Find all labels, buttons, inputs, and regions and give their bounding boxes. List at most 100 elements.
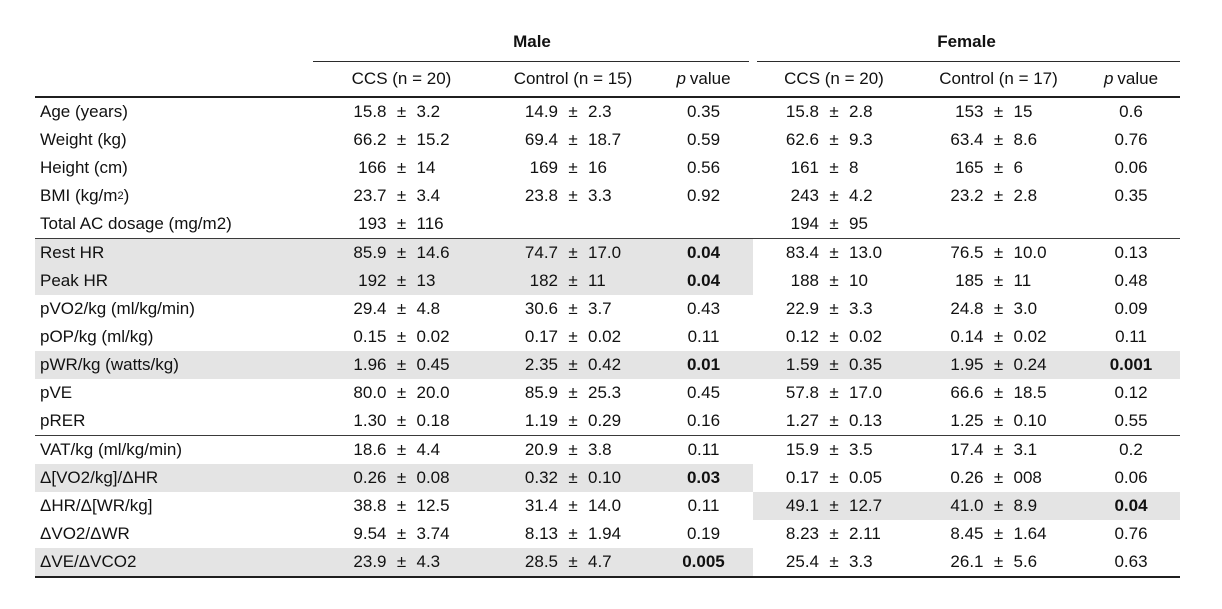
female-pvalue-header: p value xyxy=(1082,69,1180,89)
male-pvalue-header: p value xyxy=(654,69,753,89)
male-control-value: 0.32 ±0.10 xyxy=(524,468,622,487)
male-ccs-value: 23.9 ±4.3 xyxy=(353,552,441,571)
male-control-value: 31.4 ±14.0 xyxy=(524,496,622,515)
plus-minus-symbol: ± xyxy=(568,243,578,262)
plus-minus-symbol: ± xyxy=(993,440,1004,459)
female-p-value: 0.06 xyxy=(1114,158,1148,177)
plus-minus-symbol: ± xyxy=(568,102,578,121)
plus-minus-symbol: ± xyxy=(396,243,407,262)
table-row: Total AC dosage (mg/m2) 193 ±116 194 ±95 xyxy=(35,210,1180,239)
female-p-value: 0.12 xyxy=(1114,383,1148,402)
plus-minus-symbol: ± xyxy=(993,102,1004,121)
male-control-value: 14.9 ±2.3 xyxy=(524,102,612,121)
male-p-value: 0.45 xyxy=(686,383,721,402)
male-ccs-value: 192 ±13 xyxy=(358,271,436,290)
row-label: ΔVO2/ΔWR xyxy=(40,524,130,543)
male-control-value: 28.5 ±4.7 xyxy=(524,552,612,571)
row-label: Total AC dosage (mg/m2) xyxy=(40,214,232,233)
table-body: Age (years) 15.8 ±3.2 14.9 ±2.3 0.35 15.8 ±… xyxy=(35,98,1180,578)
table-row: Rest HR 85.9 ±14.6 74.7 ±17.0 0.04 83.4 ±13… xyxy=(35,239,1180,267)
female-p-value: 0.06 xyxy=(1114,468,1148,487)
plus-minus-symbol: ± xyxy=(396,552,407,571)
plus-minus-symbol: ± xyxy=(396,327,407,346)
female-control-value: 17.4 ±3.1 xyxy=(950,440,1038,459)
female-ccs-value: 0.12 ±0.02 xyxy=(785,327,883,346)
male-control-value: 2.35 ±0.42 xyxy=(524,355,622,374)
male-p-value: 0.04 xyxy=(686,271,721,290)
row-label: ΔVE/ΔVCO2 xyxy=(40,552,137,571)
male-ccs-value: 0.15 ±0.02 xyxy=(353,327,450,346)
row-label: BMI (kg/m 2) xyxy=(40,186,130,205)
male-p-value: 0.11 xyxy=(687,440,720,459)
male-ccs-value: 1.30 ±0.18 xyxy=(353,411,450,430)
female-control-value: 76.5 ±10.0 xyxy=(950,243,1047,262)
plus-minus-symbol: ± xyxy=(993,271,1004,290)
plus-minus-symbol: ± xyxy=(396,440,407,459)
plus-minus-symbol: ± xyxy=(993,355,1004,374)
female-p-value: 0.6 xyxy=(1119,102,1143,121)
table-row: Height (cm) 166 ±14 169 ±16 0.56 161 ±8 165… xyxy=(35,154,1180,182)
female-control-value: 23.2 ±2.8 xyxy=(950,186,1038,205)
female-control-value: 185 ±11 xyxy=(955,271,1032,290)
female-ccs-value: 188 ±10 xyxy=(790,271,868,290)
male-p-value: 0.11 xyxy=(687,496,720,515)
female-ccs-value: 243 ±4.2 xyxy=(790,186,873,205)
female-control-header: Control (n = 17) xyxy=(939,69,1058,88)
female-ccs-value: 194 ±95 xyxy=(790,214,868,233)
plus-minus-symbol: ± xyxy=(993,468,1004,487)
female-ccs-header: CCS (n = 20) xyxy=(784,69,884,88)
table-row: Weight (kg) 66.2 ±15.2 69.4 ±18.7 0.59 62.… xyxy=(35,126,1180,154)
female-ccs-value: 83.4 ±13.0 xyxy=(785,243,883,262)
plus-minus-symbol: ± xyxy=(993,552,1004,571)
plus-minus-symbol: ± xyxy=(568,468,578,487)
female-p-value: 0.11 xyxy=(1115,327,1147,346)
male-p-value: 0.59 xyxy=(686,130,721,149)
table-row: pOP/kg (ml/kg) 0.15 ±0.02 0.17 ±0.02 0.11 … xyxy=(35,323,1180,351)
plus-minus-symbol: ± xyxy=(829,327,839,346)
female-control-value: 0.14 ±0.02 xyxy=(950,327,1047,346)
plus-minus-symbol: ± xyxy=(829,383,839,402)
table-row: pRER 1.30 ±0.18 1.19 ±0.29 0.16 1.27 ±0.13 … xyxy=(35,407,1180,436)
plus-minus-symbol: ± xyxy=(568,158,578,177)
male-ccs-value: 23.7 ±3.4 xyxy=(353,186,441,205)
male-control-value: 69.4 ±18.7 xyxy=(524,130,622,149)
female-ccs-value: 8.23 ±2.11 xyxy=(785,524,881,543)
female-ccs-value: 25.4 ±3.3 xyxy=(785,552,873,571)
table-row: VAT/kg (ml/kg/min) 18.6 ±4.4 20.9 ±3.8 0.1… xyxy=(35,436,1180,464)
plus-minus-symbol: ± xyxy=(993,186,1004,205)
female-group-underline xyxy=(757,61,1180,62)
female-ccs-value: 22.9 ±3.3 xyxy=(785,299,873,318)
female-p-value: 0.48 xyxy=(1114,271,1148,290)
plus-minus-symbol: ± xyxy=(568,524,578,543)
table-row: ΔHR/Δ[WR/kg] 38.8 ±12.5 31.4 ±14.0 0.11 49… xyxy=(35,492,1180,520)
row-label: Age (years) xyxy=(40,102,128,121)
male-control-value: 8.13 ±1.94 xyxy=(524,524,622,543)
male-ccs-value: 15.8 ±3.2 xyxy=(353,102,441,121)
row-label: Rest HR xyxy=(40,243,105,262)
male-control-value: 74.7 ±17.0 xyxy=(524,243,622,262)
female-ccs-value: 57.8 ±17.0 xyxy=(785,383,883,402)
plus-minus-symbol: ± xyxy=(829,130,839,149)
male-control-header: Control (n = 15) xyxy=(513,69,633,88)
table-row: BMI (kg/m 2) 23.7 ±3.4 23.8 ±3.3 0.92 243 ±4… xyxy=(35,182,1180,210)
male-control-value: 30.6 ±3.7 xyxy=(524,299,612,318)
table-row: pWR/kg (watts/kg) 1.96 ±0.45 2.35 ±0.42 0.… xyxy=(35,351,1180,379)
plus-minus-symbol: ± xyxy=(993,158,1004,177)
male-p-value: 0.005 xyxy=(682,552,725,571)
plus-minus-symbol: ± xyxy=(396,299,407,318)
female-control-value: 153 ±15 xyxy=(955,102,1033,121)
plus-minus-symbol: ± xyxy=(568,130,578,149)
row-label: ΔHR/Δ[WR/kg] xyxy=(40,496,153,515)
plus-minus-symbol: ± xyxy=(396,102,407,121)
male-p-value: 0.01 xyxy=(686,355,721,374)
male-ccs-value: 0.26 ±0.08 xyxy=(353,468,450,487)
female-ccs-value: 161 ±8 xyxy=(790,158,859,177)
female-control-value xyxy=(915,210,1082,238)
plus-minus-symbol: ± xyxy=(829,355,839,374)
table-row: Age (years) 15.8 ±3.2 14.9 ±2.3 0.35 15.8 ±… xyxy=(35,98,1180,126)
row-label: pVO2/kg (ml/kg/min) xyxy=(40,299,195,318)
plus-minus-symbol: ± xyxy=(829,552,839,571)
female-p-value: 0.76 xyxy=(1114,524,1148,543)
table-row: pVO2/kg (ml/kg/min) 29.4 ±4.8 30.6 ±3.7 0.… xyxy=(35,295,1180,323)
male-control-value: 20.9 ±3.8 xyxy=(524,440,612,459)
